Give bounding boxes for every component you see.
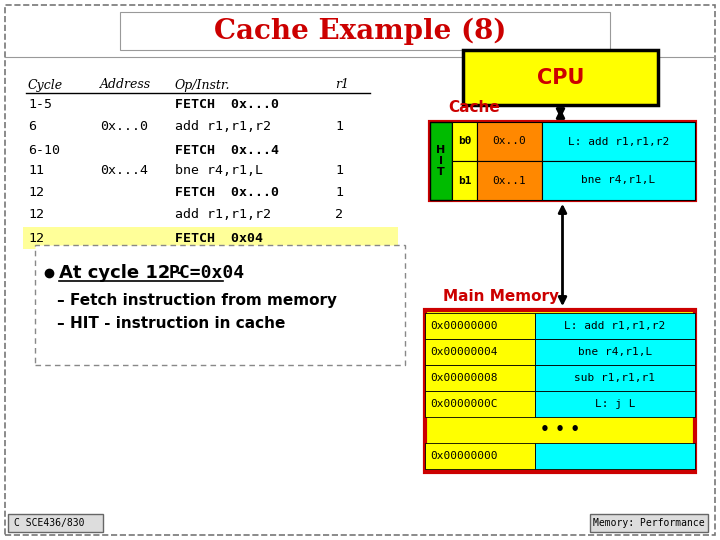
- Text: CPU: CPU: [537, 68, 584, 87]
- Text: Memory: Performance: Memory: Performance: [593, 518, 705, 528]
- Text: add r1,r1,r2: add r1,r1,r2: [175, 208, 271, 221]
- FancyBboxPatch shape: [535, 339, 695, 365]
- Text: 0x00000000: 0x00000000: [430, 321, 498, 331]
- Text: Main Memory: Main Memory: [443, 288, 559, 303]
- Text: bne r4,r1,L: bne r4,r1,L: [581, 176, 656, 186]
- Text: 12: 12: [28, 186, 44, 199]
- Text: Cycle: Cycle: [28, 78, 63, 91]
- Text: Cache Example (8): Cache Example (8): [214, 17, 506, 45]
- Text: H
I
T: H I T: [436, 145, 446, 177]
- Text: – HIT - instruction in cache: – HIT - instruction in cache: [57, 315, 285, 330]
- FancyBboxPatch shape: [477, 122, 542, 161]
- FancyBboxPatch shape: [535, 365, 695, 391]
- Text: Address: Address: [100, 78, 151, 91]
- Text: 1: 1: [335, 164, 343, 177]
- Text: FETCH  0x...0: FETCH 0x...0: [175, 186, 279, 199]
- Text: 1-5: 1-5: [28, 98, 52, 111]
- Text: – Fetch instruction from memory: – Fetch instruction from memory: [57, 294, 337, 308]
- Text: 6-10: 6-10: [28, 144, 60, 157]
- Text: PC=0x04: PC=0x04: [168, 264, 244, 282]
- Text: FETCH  0x...0: FETCH 0x...0: [175, 98, 279, 111]
- Text: L: add r1,r1,r2: L: add r1,r1,r2: [568, 137, 669, 146]
- Text: bne r4,r1,L: bne r4,r1,L: [578, 347, 652, 357]
- Text: r1: r1: [335, 78, 349, 91]
- Text: 6: 6: [28, 120, 36, 133]
- Text: Op/Instr.: Op/Instr.: [175, 78, 230, 91]
- FancyBboxPatch shape: [425, 339, 535, 365]
- FancyBboxPatch shape: [430, 122, 695, 200]
- Text: add r1,r1,r2: add r1,r1,r2: [175, 120, 271, 133]
- Text: 1: 1: [335, 186, 343, 199]
- Text: 0x...0: 0x...0: [100, 120, 148, 133]
- Text: FETCH  0x04: FETCH 0x04: [175, 232, 263, 245]
- FancyBboxPatch shape: [120, 12, 610, 50]
- FancyBboxPatch shape: [35, 245, 405, 365]
- FancyBboxPatch shape: [452, 122, 477, 161]
- FancyBboxPatch shape: [430, 122, 452, 200]
- FancyBboxPatch shape: [425, 391, 535, 417]
- Text: 11: 11: [28, 164, 44, 177]
- FancyBboxPatch shape: [542, 161, 695, 200]
- Text: 0x0000000C: 0x0000000C: [430, 399, 498, 409]
- FancyBboxPatch shape: [425, 443, 535, 469]
- FancyBboxPatch shape: [23, 227, 398, 249]
- Text: bne r4,r1,L: bne r4,r1,L: [175, 164, 263, 177]
- Text: 0x..1: 0x..1: [492, 176, 526, 186]
- FancyBboxPatch shape: [535, 443, 695, 469]
- Text: b1: b1: [458, 176, 472, 186]
- Text: 0x00000008: 0x00000008: [430, 373, 498, 383]
- Text: 1: 1: [335, 120, 343, 133]
- FancyBboxPatch shape: [477, 161, 542, 200]
- Text: 0x00000000: 0x00000000: [430, 451, 498, 461]
- Text: L: add r1,r1,r2: L: add r1,r1,r2: [564, 321, 665, 331]
- FancyBboxPatch shape: [425, 313, 535, 339]
- FancyBboxPatch shape: [425, 310, 695, 472]
- FancyBboxPatch shape: [535, 391, 695, 417]
- Text: 0x..0: 0x..0: [492, 137, 526, 146]
- Text: 0x...4: 0x...4: [100, 164, 148, 177]
- FancyBboxPatch shape: [542, 122, 695, 161]
- FancyBboxPatch shape: [463, 50, 658, 105]
- Text: 12: 12: [28, 208, 44, 221]
- Text: L: j L: L: j L: [595, 399, 635, 409]
- Text: Cache: Cache: [448, 100, 500, 116]
- Text: FETCH  0x...4: FETCH 0x...4: [175, 144, 279, 157]
- FancyBboxPatch shape: [8, 514, 103, 532]
- Text: At cycle 12 -: At cycle 12 -: [59, 264, 190, 282]
- Text: • • •: • • •: [540, 422, 580, 437]
- Text: 12: 12: [28, 232, 44, 245]
- Text: 0x00000004: 0x00000004: [430, 347, 498, 357]
- FancyBboxPatch shape: [5, 5, 715, 535]
- FancyBboxPatch shape: [590, 514, 708, 532]
- Text: C SCE436/830: C SCE436/830: [14, 518, 84, 528]
- Text: 2: 2: [335, 208, 343, 221]
- FancyBboxPatch shape: [425, 365, 535, 391]
- FancyBboxPatch shape: [535, 313, 695, 339]
- FancyBboxPatch shape: [452, 161, 477, 200]
- Text: b0: b0: [458, 137, 472, 146]
- Text: sub r1,r1,r1: sub r1,r1,r1: [575, 373, 655, 383]
